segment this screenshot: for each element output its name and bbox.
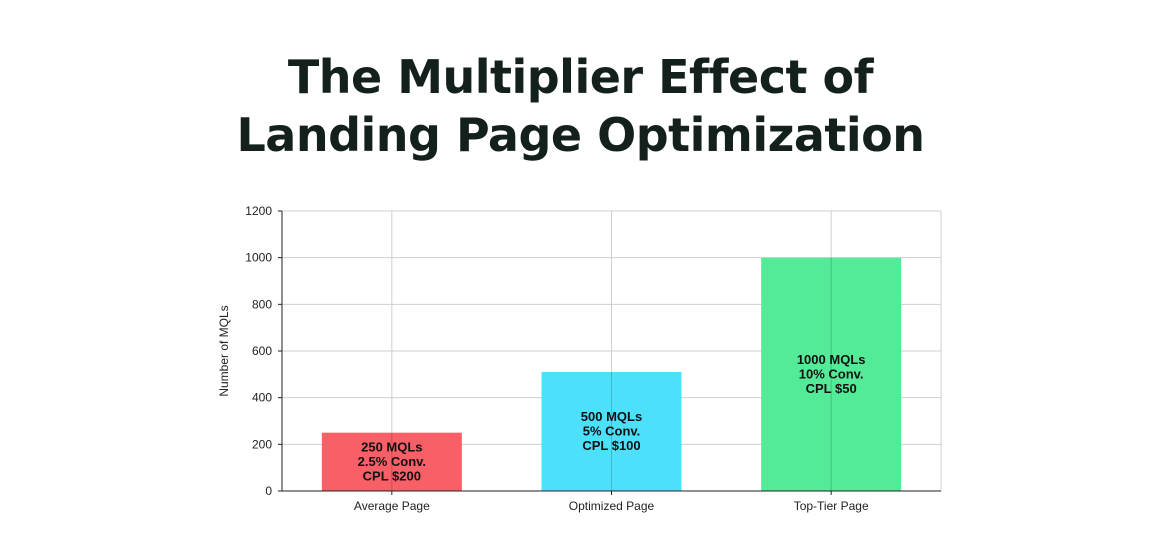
data-label: CPL $100 [582,438,640,453]
bars [321,257,902,491]
y-tick-label: 200 [252,437,272,451]
data-label: CPL $200 [363,468,421,483]
bar [761,257,902,491]
y-tick-label: 0 [265,484,272,498]
y-tick-labels: 0 200 400 600 800 1000 1200 [245,204,272,498]
bar [541,372,682,491]
data-label: 500 MQLs [581,409,642,424]
y-tick-label: 1200 [245,204,272,218]
data-label: CPL $50 [806,381,857,396]
y-tick-label: 800 [252,297,272,311]
chart-title-line-2: Landing Page Optimization [236,108,925,162]
data-label: 250 MQLs [361,439,422,454]
y-tick-label: 600 [252,344,272,358]
y-tick-label: 400 [252,391,272,405]
x-tick-label: Top-Tier Page [794,499,869,513]
y-tick-label: 1000 [245,251,272,265]
chart-title: The Multiplier Effect of Landing Page Op… [0,48,1161,164]
x-tick-label: Average Page [354,499,430,513]
data-label: 1000 MQLs [797,352,866,367]
x-tick-label: Optimized Page [569,499,655,513]
y-axis-label: Number of MQLs [217,305,231,396]
chart-title-line-1: The Multiplier Effect of [287,50,874,104]
x-tick-labels: Average Page Optimized Page Top-Tier Page [354,499,869,513]
bar [321,432,462,491]
axes [278,210,941,495]
data-label: 10% Conv. [799,366,864,381]
data-label: 5% Conv. [583,424,641,439]
data-label: 2.5% Conv. [358,454,426,469]
